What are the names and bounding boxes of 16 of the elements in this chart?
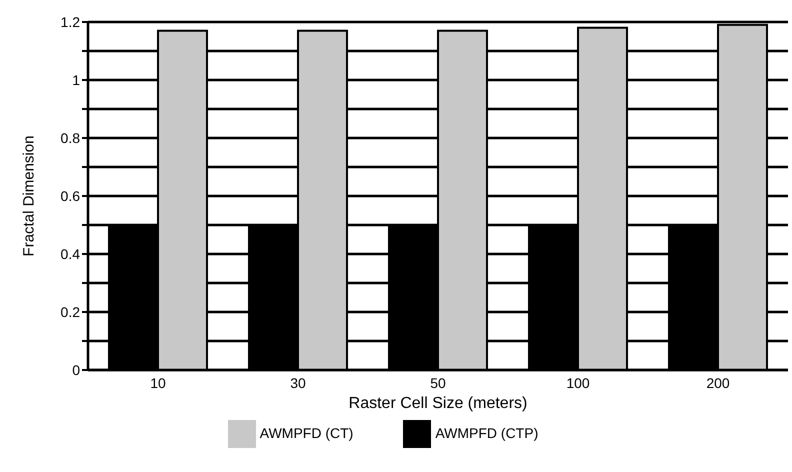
legend-label: AWMPFD (CTP) (435, 424, 538, 441)
y-axis-title: Fractal Dimension (20, 136, 38, 256)
y-tick-label: 0 (72, 362, 80, 378)
y-tick-label: 0.4 (60, 246, 80, 262)
x-tick-label: 50 (430, 374, 446, 391)
x-tick-label: 10 (150, 374, 166, 391)
y-tick-label: 1 (72, 72, 80, 88)
y-tick-label: 1.2 (60, 14, 80, 30)
x-tick-label: 200 (706, 374, 730, 391)
y-tick-label: 0.2 (60, 304, 80, 320)
x-tick-label: 100 (566, 374, 590, 391)
y-tick-label: 0.8 (60, 130, 80, 146)
y-tick-label: 0.6 (60, 188, 80, 204)
x-tick-label: 30 (290, 374, 306, 391)
x-axis-title: Raster Cell Size (meters) (348, 395, 528, 412)
legend-label: AWMPFD (CT) (260, 424, 354, 441)
